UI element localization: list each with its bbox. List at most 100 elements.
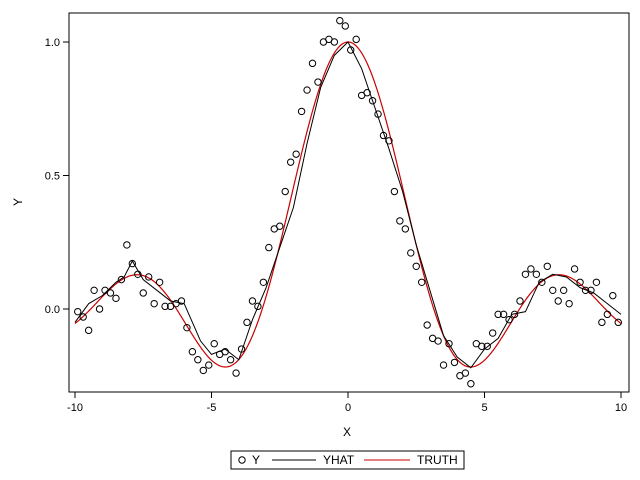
y-point [570, 265, 579, 273]
y-point [205, 361, 213, 369]
y-point [450, 358, 459, 367]
y-point [478, 342, 486, 351]
y-tick-label: 0.0 [45, 304, 60, 316]
y-point [134, 270, 142, 278]
y-point [286, 158, 295, 166]
y-point [609, 291, 617, 300]
y-point [308, 59, 317, 68]
y-point [576, 278, 584, 286]
y-point [418, 278, 426, 286]
legend-y-label: Y [252, 453, 260, 467]
y-point [587, 286, 595, 295]
plot-frame [68, 12, 630, 393]
x-tick-label: -5 [207, 402, 217, 414]
y-point [341, 22, 349, 30]
x-tick-label: 10 [615, 402, 627, 414]
y-point [161, 302, 169, 311]
y-point [128, 259, 137, 268]
y-point [297, 107, 306, 116]
y-point [221, 348, 229, 356]
y-point [243, 318, 251, 327]
y-point [177, 297, 186, 305]
y-point [445, 340, 453, 348]
y-point [237, 345, 246, 353]
y-point [145, 273, 153, 281]
y-point [112, 294, 120, 303]
y-point [276, 222, 284, 230]
y-point [434, 337, 442, 345]
legend-yhat-label: YHAT [323, 453, 355, 467]
y-point [510, 310, 519, 319]
y-axis: 0.0 0.5 1.0 [45, 37, 69, 316]
y-point [292, 150, 300, 158]
y-point [532, 270, 541, 278]
y-point [155, 278, 164, 286]
y-point [407, 249, 415, 257]
y-point [210, 340, 218, 348]
y-point [483, 342, 491, 351]
y-point [527, 265, 535, 273]
y-point [516, 297, 524, 305]
y-point [254, 302, 262, 311]
y-point [565, 299, 573, 308]
legend: Y YHAT TRUTH [230, 450, 465, 470]
y-point [259, 278, 268, 286]
y-point [226, 356, 235, 364]
y-series [74, 16, 622, 388]
legend-y-marker [238, 456, 246, 464]
y-point [74, 307, 82, 316]
y-point [559, 286, 568, 295]
y-point [95, 305, 104, 313]
y-point [521, 270, 530, 278]
y-point [188, 348, 197, 356]
y-point [598, 318, 606, 327]
y-point [183, 323, 191, 332]
y-point [390, 187, 399, 196]
y-point [543, 262, 551, 270]
y-point [194, 356, 202, 364]
y-point [554, 297, 562, 305]
y-point [423, 321, 431, 329]
legend-frame [230, 450, 465, 470]
y-point [603, 310, 612, 319]
yhat-line [74, 41, 622, 369]
y-point [106, 289, 115, 297]
y-point [505, 315, 513, 324]
y-point [336, 16, 344, 25]
y-point [467, 380, 475, 388]
y-point [79, 313, 87, 321]
y-tick-label: 1.0 [45, 37, 60, 49]
y-point [538, 278, 546, 286]
x-tick-label: 0 [345, 402, 351, 414]
y-point [248, 297, 257, 305]
y-point [281, 187, 289, 196]
y-point [494, 310, 502, 319]
y-point [581, 286, 590, 295]
y-point [439, 361, 448, 369]
y-point [549, 286, 557, 295]
y-point [363, 89, 371, 97]
y-point [412, 262, 420, 270]
y-point [499, 310, 508, 319]
y-point [330, 38, 339, 46]
y-point [117, 275, 126, 284]
y-axis-title: Y [11, 198, 25, 206]
y-point [84, 326, 93, 335]
y-point [265, 243, 273, 252]
y-point [614, 318, 622, 327]
yhat-series [74, 41, 622, 369]
y-tick-label: 0.5 [45, 171, 60, 183]
x-tick-label: 5 [481, 402, 487, 414]
y-point [347, 46, 355, 54]
y-point [488, 329, 497, 337]
y-point [123, 241, 131, 249]
y-point [385, 137, 393, 145]
y-point [90, 286, 98, 295]
y-point [150, 299, 158, 308]
y-point [314, 78, 322, 86]
y-point [303, 86, 311, 94]
x-tick-label: -10 [67, 402, 83, 414]
x-axis-title: X [343, 425, 351, 439]
y-point [199, 366, 208, 375]
